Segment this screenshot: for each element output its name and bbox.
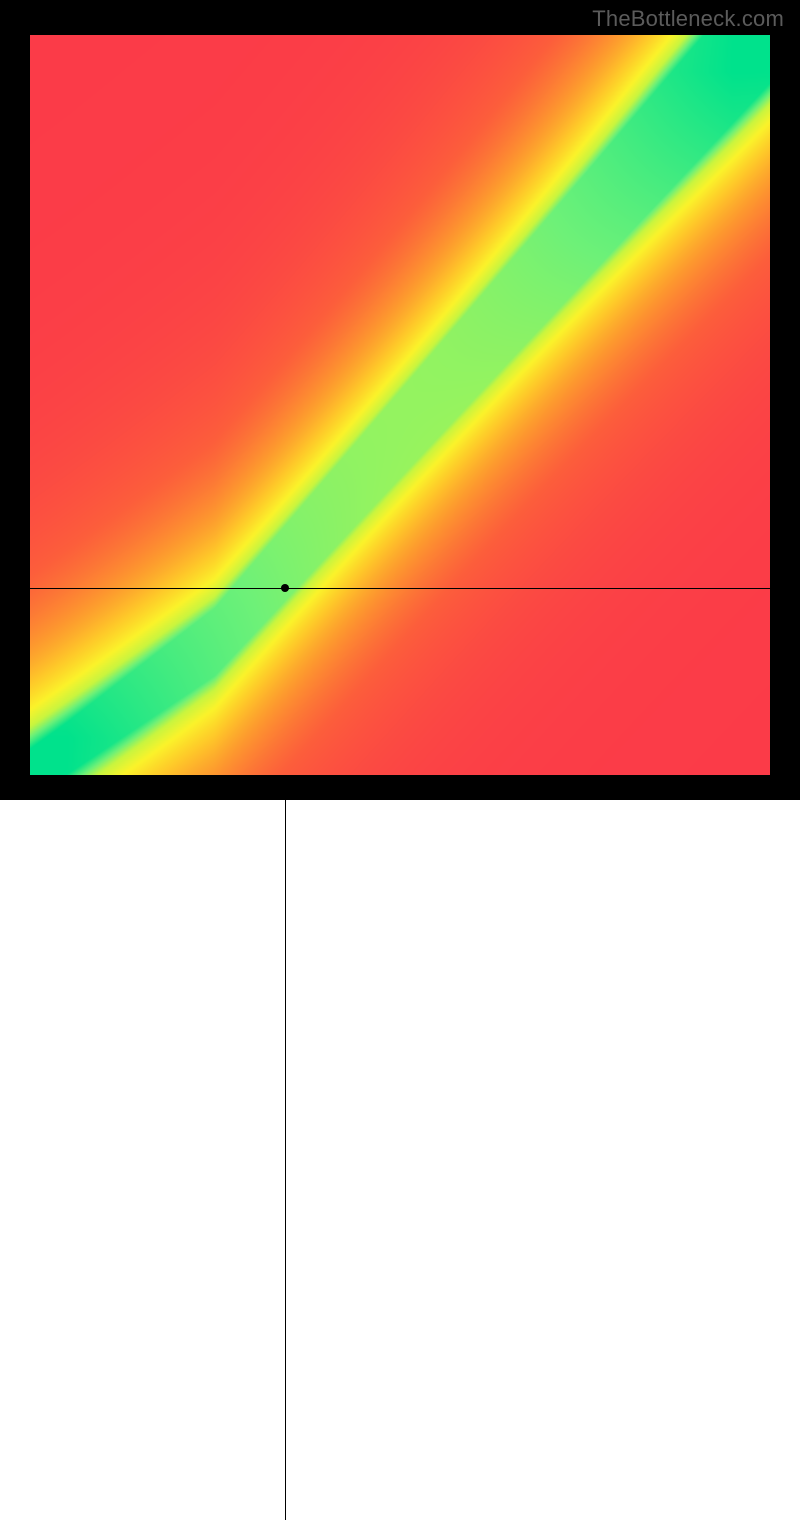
heatmap-canvas <box>30 35 770 775</box>
watermark-text: TheBottleneck.com <box>592 6 784 32</box>
chart-container: TheBottleneck.com <box>0 0 800 800</box>
crosshair-horizontal <box>30 588 770 589</box>
crosshair-marker <box>281 584 289 592</box>
crosshair-vertical <box>285 780 286 1520</box>
heatmap-plot <box>30 35 770 775</box>
